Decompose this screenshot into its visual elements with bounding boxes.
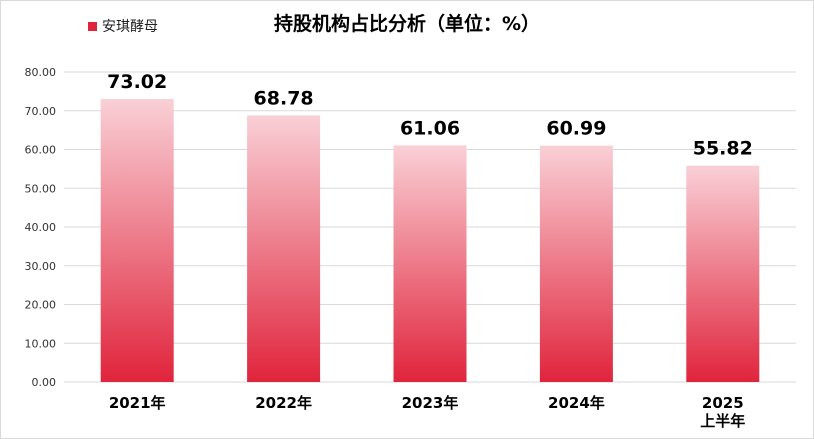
bar [686, 165, 760, 382]
x-category-label: 上半年 [700, 412, 745, 430]
bar [100, 99, 174, 383]
y-tick-label: 40.00 [25, 221, 57, 234]
legend: 安琪酵母 [88, 16, 158, 36]
y-tick-label: 70.00 [25, 105, 57, 118]
y-tick-label: 30.00 [25, 260, 57, 273]
data-label: 60.99 [546, 118, 606, 140]
bars [100, 99, 760, 383]
x-category-label: 2022年 [255, 394, 312, 412]
y-tick-label: 80.00 [25, 66, 57, 79]
x-category-label: 2023年 [402, 394, 459, 412]
y-tick-label: 50.00 [25, 182, 57, 195]
data-labels: 73.02 68.78 61.06 60.99 55.82 [107, 71, 753, 160]
legend-swatch [88, 21, 97, 31]
y-tick-label: 60.00 [25, 144, 57, 157]
chart-title: 持股机构占比分析（单位：%） [273, 13, 541, 35]
x-category-label: 2021年 [109, 394, 166, 412]
bar [393, 145, 467, 382]
data-label: 68.78 [254, 87, 314, 109]
y-tick-label: 0.00 [32, 376, 57, 389]
legend-label: 安琪酵母 [102, 19, 158, 35]
data-label: 55.82 [693, 138, 753, 160]
data-label: 73.02 [107, 71, 167, 93]
bar [247, 115, 321, 382]
y-axis-ticks: 0.00 10.00 20.00 30.00 40.00 50.00 60.00 70.00 8… [25, 66, 57, 389]
y-tick-label: 20.00 [25, 299, 57, 312]
y-tick-label: 10.00 [25, 337, 57, 350]
bar [539, 145, 613, 382]
x-category-label: 2025 [702, 394, 744, 412]
x-category-label: 2024年 [548, 394, 605, 412]
data-label: 61.06 [400, 117, 460, 139]
